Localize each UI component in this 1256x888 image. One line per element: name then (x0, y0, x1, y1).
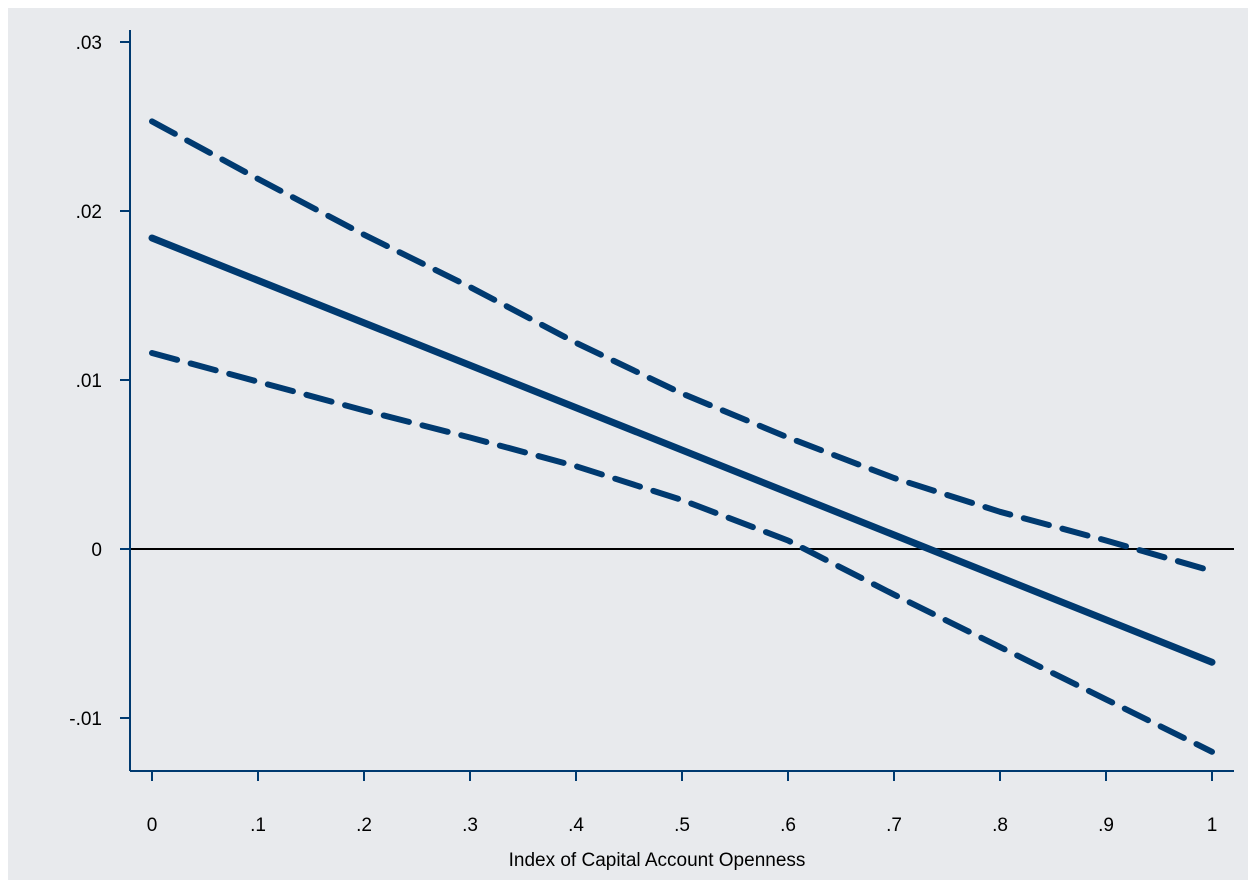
x-tick-label: 0 (147, 815, 158, 836)
estimate-line (148, 234, 1216, 666)
y-tick-label: .01 (76, 371, 102, 392)
x-tick-label: .2 (356, 815, 372, 836)
y-tick-label: 0 (91, 540, 102, 561)
x-axis-title: Index of Capital Account Openness (509, 850, 806, 871)
x-tick-label: .4 (568, 815, 584, 836)
x-tick-label: .1 (250, 815, 266, 836)
x-tick-label: .9 (1098, 815, 1114, 836)
x-tick-label: .6 (780, 815, 796, 836)
x-tick-label: .8 (992, 815, 1008, 836)
x-tick-label: .7 (886, 815, 902, 836)
y-tick-label: .03 (76, 33, 102, 54)
y-tick-label: -.01 (69, 709, 102, 730)
confidence-bound-line-2 (149, 350, 1215, 755)
x-tick-label: .3 (462, 815, 478, 836)
y-tick-label: .02 (76, 202, 102, 223)
x-tick-label: 1 (1207, 815, 1218, 836)
confidence-bound-line-1 (149, 118, 1215, 574)
x-tick-label: .5 (674, 815, 690, 836)
chart-background (8, 8, 1248, 880)
